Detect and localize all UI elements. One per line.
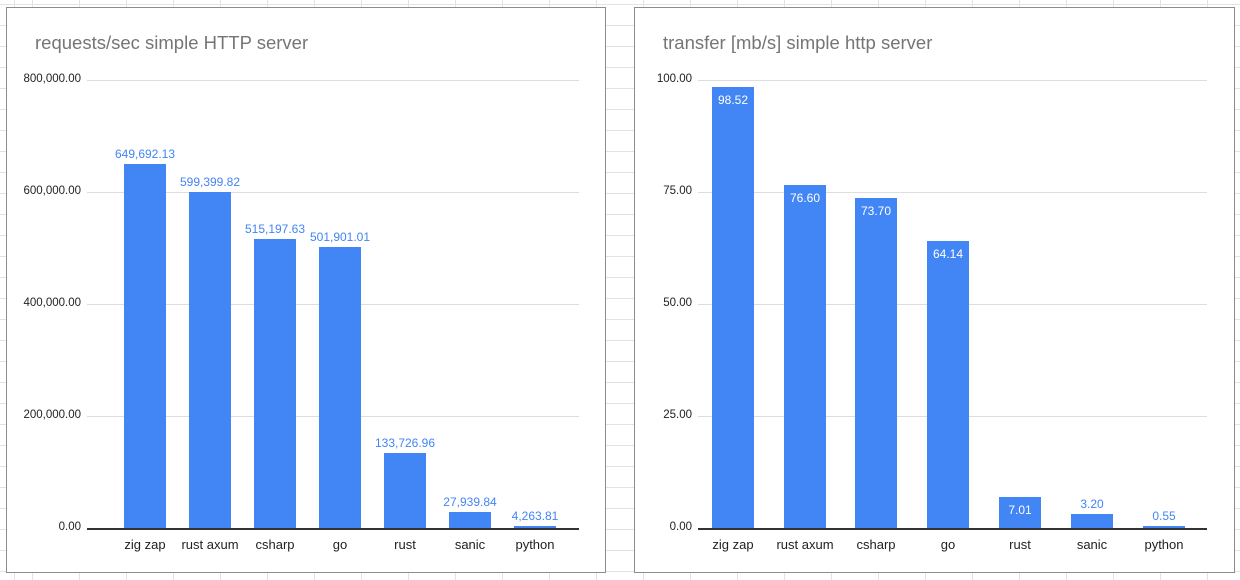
gridline [87,80,579,81]
y-axis-tick-label: 25.00 [663,409,692,421]
value-label-sanic: 27,939.84 [443,495,497,509]
bar-rust-axum[interactable] [784,185,826,528]
value-label-go: 501,901.01 [309,230,371,244]
bar-sanic[interactable] [449,512,491,528]
y-axis-tick-label: 100.00 [656,73,692,85]
bar-rust[interactable] [384,453,426,528]
chart-title: transfer [mb/s] simple http server [663,32,933,53]
value-label-rust-axum: 599,399.82 [179,175,241,189]
chart-transfer-mbps[interactable]: transfer [mb/s] simple http server 0.00 2… [634,7,1235,573]
chart-title: requests/sec simple HTTP server [35,32,309,53]
bar-zig-zap[interactable] [712,87,754,528]
x-axis-line [698,528,1207,530]
value-label-go: 64.14 [932,247,964,261]
y-axis-tick-label: 50.00 [663,297,692,309]
value-label-csharp: 515,197.63 [244,222,306,236]
category-label-rust-axum: rust axum [181,537,239,552]
value-label-rust: 7.01 [1008,503,1032,517]
bar-rust[interactable] [999,497,1041,528]
chart-requests-per-sec[interactable]: requests/sec simple HTTP server 0.00 200,… [6,7,606,573]
bar-go[interactable] [319,247,361,528]
value-label-sanic: 3.20 [1080,497,1104,511]
category-label-go: go [940,537,956,552]
category-label-csharp: csharp [856,537,896,552]
value-label-csharp: 73.70 [860,204,892,218]
bar-python[interactable] [1143,526,1185,528]
category-label-rust: rust [394,537,416,552]
category-label-csharp: csharp [255,537,295,552]
value-label-zig-zap: 98.52 [717,93,749,107]
category-label-rust: rust [1009,537,1031,552]
gridline [698,80,1207,81]
value-label-rust: 133,726.96 [374,436,436,450]
bar-csharp[interactable] [254,239,296,528]
y-axis-tick-label: 800,000.00 [23,73,81,85]
category-label-go: go [332,537,348,552]
y-axis-tick-label: 75.00 [663,185,692,197]
bar-sanic[interactable] [1071,514,1113,528]
value-label-rust-axum: 76.60 [789,191,821,205]
y-axis-tick-label: 200,000.00 [23,409,81,421]
category-label-python: python [515,537,555,552]
gridline [698,192,1207,193]
y-axis-tick-label: 0.00 [58,521,81,533]
y-axis-tick-label: 400,000.00 [23,297,81,309]
y-axis-tick-label: 0.00 [669,521,692,533]
x-axis-line [87,528,579,530]
category-label-zig-zap: zig zap [124,537,166,552]
category-label-zig-zap: zig zap [712,537,754,552]
value-label-python: 0.55 [1152,509,1176,523]
plot-area: 0.00 25.00 50.00 75.00 100.00 98.52 zig zap 76.… [635,8,1234,572]
y-axis-tick-label: 600,000.00 [23,185,81,197]
category-label-python: python [1144,537,1184,552]
bar-csharp[interactable] [855,198,897,528]
bar-rust-axum[interactable] [189,192,231,528]
bar-go[interactable] [927,241,969,528]
category-label-sanic: sanic [1076,537,1108,552]
value-label-zig-zap: 649,692.13 [114,147,176,161]
category-label-rust-axum: rust axum [776,537,834,552]
plot-area: 0.00 200,000.00 400,000.00 600,000.00 800,00… [7,8,605,572]
bar-zig-zap[interactable] [124,164,166,528]
bar-python[interactable] [514,526,556,528]
category-label-sanic: sanic [454,537,486,552]
value-label-python: 4,263.81 [511,509,559,523]
gridline [87,192,579,193]
